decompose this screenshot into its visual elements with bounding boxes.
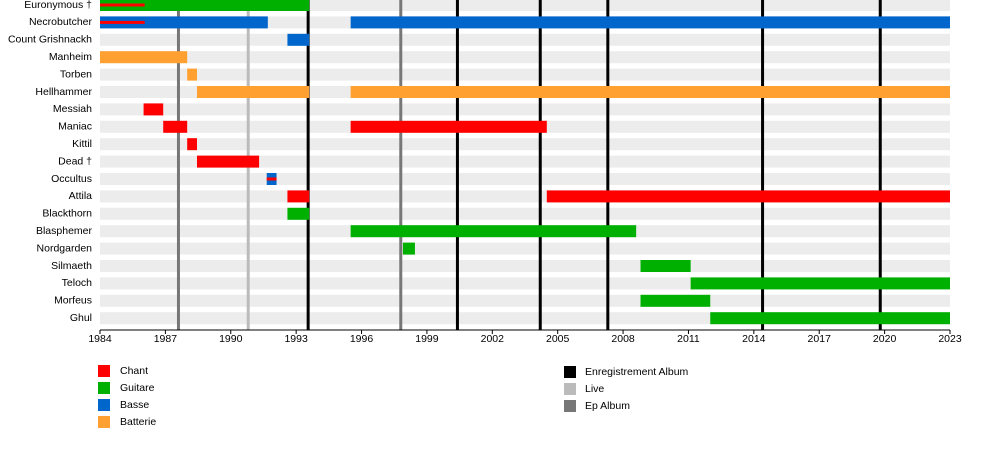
legend-swatch [98,382,110,394]
member-bar [350,16,951,29]
legend-label: Guitare [120,382,155,394]
row-background [100,173,950,185]
member-bar [710,312,950,325]
x-tick-label: 2023 [938,333,962,345]
member-name: Nordgarden [37,242,93,254]
member-bar [100,20,145,24]
x-tick-label: 2014 [742,333,766,345]
member-name: Silmaeth [51,260,92,272]
x-tick-label: 2011 [677,333,700,345]
member-name: Hellhammer [35,86,92,98]
legend-label: Live [585,383,604,395]
x-tick-label: 2002 [481,333,505,345]
row-background [100,155,950,168]
member-bar [266,177,277,181]
member-name: Torben [60,68,92,80]
x-tick-label: 1999 [415,333,439,345]
x-tick-label: 1990 [219,333,243,345]
member-bar [100,51,188,64]
member-bar [640,260,691,272]
member-bar [350,86,951,98]
member-bar [546,190,950,203]
member-name: Messiah [53,103,92,115]
member-bar [187,138,197,151]
member-bar [690,277,950,290]
member-bar [100,0,310,11]
member-bar [287,190,310,203]
member-bar [100,16,268,29]
member-name: Blasphemer [36,225,93,237]
legend-swatch [564,366,576,378]
legend-label: Basse [120,399,149,411]
member-name: Maniac [58,121,92,133]
legend-swatch [98,399,110,411]
legend-swatch [98,365,110,377]
member-name: Kittil [72,138,92,150]
member-bar [196,86,310,98]
member-bar [287,207,310,220]
member-name: Blackthorn [42,208,92,220]
row-background [100,207,950,220]
legend-label: Ep Album [585,400,630,412]
x-tick-label: 2008 [611,333,635,345]
member-name: Morfeus [54,295,92,307]
row-background [100,242,950,255]
member-name: Manheim [49,51,92,63]
member-name: Necrobutcher [29,16,93,28]
member-bar [640,294,711,307]
row-background [100,260,950,272]
legend-swatch [98,416,110,428]
member-bar [196,155,260,168]
legend-swatch [564,383,576,395]
row-background [100,138,950,151]
legend-swatch [564,400,576,412]
legend-label: Batterie [120,416,156,428]
x-tick-label: 2017 [808,333,832,345]
member-name: Euronymous † [24,0,92,11]
member-bar [350,120,547,133]
member-bar [287,33,310,46]
row-background [100,68,950,81]
row-background [100,51,950,64]
member-name: Occultus [51,173,92,185]
member-name: Teloch [62,277,93,289]
legend-label: Chant [120,365,148,377]
member-bar [100,3,145,7]
x-tick-label: 1996 [350,333,374,345]
member-name: Attila [69,190,93,202]
member-bar [187,68,197,81]
member-bar [402,242,415,255]
x-tick-label: 1993 [284,333,308,345]
row-background [100,33,950,46]
member-bar [350,225,637,238]
x-tick-label: 1987 [154,333,178,345]
row-background [100,294,950,307]
legend-label: Enregistrement Album [585,366,689,378]
x-tick-label: 2020 [873,333,897,345]
x-tick-label: 1984 [88,333,112,345]
member-name: Count Grishnackh [8,34,92,46]
member-bar [163,120,188,133]
row-background [100,103,950,116]
row-background [100,0,950,11]
x-tick-label: 2005 [546,333,570,345]
member-bar [143,103,164,116]
member-name: Ghul [70,312,92,324]
member-name: Dead † [58,155,92,167]
